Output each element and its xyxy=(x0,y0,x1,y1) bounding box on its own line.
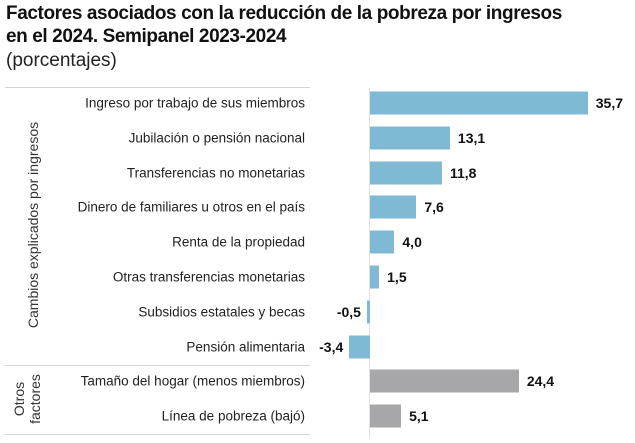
category-label: Transferencias no monetarias xyxy=(126,165,305,181)
bar xyxy=(370,230,395,254)
value-label: 1,5 xyxy=(387,269,407,285)
group-label-otros-line2: factores xyxy=(27,374,43,424)
group-label-otros: Otros factores xyxy=(11,374,43,424)
value-label: 13,1 xyxy=(457,129,486,146)
divider-top xyxy=(5,87,310,88)
category-label: Ingreso por trabajo de sus miembros xyxy=(85,95,305,111)
bar xyxy=(349,335,370,359)
zero-axis-line xyxy=(369,88,370,438)
category-label: Otras transferencias monetarias xyxy=(112,269,305,285)
bar xyxy=(370,161,442,185)
bar xyxy=(370,195,417,219)
chart-subtitle: (porcentajes) xyxy=(6,50,117,71)
divider-groups xyxy=(5,365,310,366)
group-label-ingresos: Cambios explicados por ingresos xyxy=(25,121,41,329)
value-label: -3,4 xyxy=(319,338,344,355)
value-label: 5,1 xyxy=(409,408,429,425)
group-label-otros-line1: Otros xyxy=(11,381,27,417)
bar xyxy=(370,404,402,428)
value-label: 24,4 xyxy=(526,373,555,390)
category-label: Dinero de familiares u otros en el país xyxy=(77,199,305,215)
value-label: 35,7 xyxy=(595,95,624,111)
category-label: Subsidios estatales y becas xyxy=(138,304,305,320)
chart-title-line2: en el 2024. Semipanel 2023-2024 xyxy=(6,26,287,47)
category-label: Línea de pobreza (bajó) xyxy=(161,408,305,424)
category-label: Tamaño del hogar (menos miembros) xyxy=(80,373,305,389)
value-label: 7,6 xyxy=(424,199,444,216)
category-label: Jubilación o pensión nacional xyxy=(128,130,305,146)
value-label: -0,5 xyxy=(336,303,361,320)
divider-bottom xyxy=(5,434,310,435)
bar xyxy=(370,126,450,150)
value-label: 11,8 xyxy=(449,164,477,181)
chart-title-line1: Factores asociados con la reducción de l… xyxy=(6,3,562,24)
category-label: Pensión alimentaria xyxy=(186,339,305,355)
value-label: 4,0 xyxy=(402,234,422,251)
bar xyxy=(370,369,519,393)
bar xyxy=(366,300,370,324)
bar xyxy=(370,265,380,289)
category-label: Renta de la propiedad xyxy=(172,234,305,250)
bar xyxy=(370,91,588,115)
